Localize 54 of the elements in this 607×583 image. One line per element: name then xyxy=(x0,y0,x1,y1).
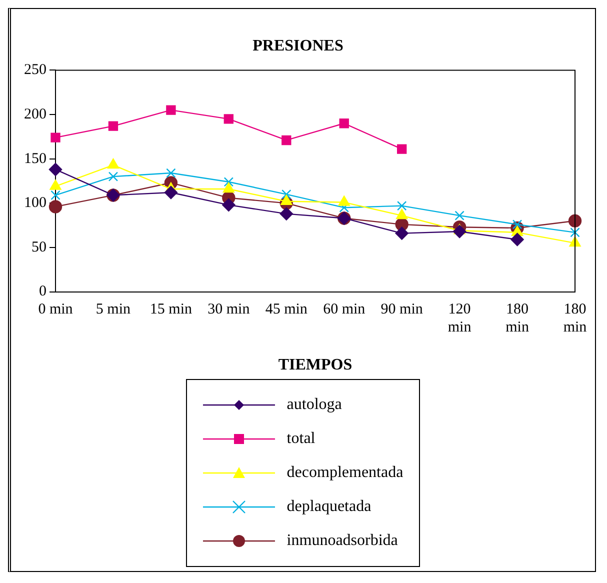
point xyxy=(510,232,524,246)
x-tick-label: 0 min xyxy=(38,302,74,318)
point xyxy=(108,172,118,182)
point xyxy=(222,182,234,193)
y-tick-label: 50 xyxy=(32,239,46,256)
point xyxy=(395,226,408,240)
point xyxy=(396,200,407,211)
y-tick-label: 250 xyxy=(24,62,46,78)
point xyxy=(282,135,292,146)
point xyxy=(280,207,293,220)
point xyxy=(50,180,62,190)
x-axis-title: TIEMPOS xyxy=(278,356,352,374)
point xyxy=(339,118,349,128)
point xyxy=(48,162,62,176)
point xyxy=(224,114,234,124)
point xyxy=(282,189,292,200)
point xyxy=(454,210,464,220)
y-tick-label: 150 xyxy=(24,150,46,167)
point xyxy=(570,228,580,238)
point xyxy=(166,105,176,115)
point xyxy=(568,214,582,228)
point xyxy=(338,196,350,206)
x-tick-label: 120 min xyxy=(448,302,472,336)
point xyxy=(396,208,408,220)
x-tick-label: 180 min xyxy=(506,302,530,336)
legend-label: autologa xyxy=(286,396,342,414)
x-tick-label: 15 min xyxy=(150,302,192,318)
chart-title: PRESIONES xyxy=(252,38,344,55)
point xyxy=(48,200,62,214)
point xyxy=(166,168,176,178)
x-tick-label: 45 min xyxy=(265,302,308,318)
x-tick-label: 5 min xyxy=(96,302,132,318)
legend-label: total xyxy=(286,430,316,448)
point xyxy=(50,190,60,200)
point xyxy=(224,177,234,187)
point xyxy=(222,198,236,212)
legend-label: inmunoadsorbida xyxy=(286,532,398,550)
point xyxy=(452,224,466,238)
x-tick-label: 60 min xyxy=(323,302,366,318)
point xyxy=(107,158,120,169)
point xyxy=(280,194,292,205)
y-tick-label: 200 xyxy=(24,106,46,122)
x-tick-label: 90 min xyxy=(380,302,424,318)
point xyxy=(108,121,118,131)
legend-label: deplaquetada xyxy=(286,498,372,516)
point xyxy=(164,186,178,200)
point xyxy=(396,144,407,154)
point xyxy=(50,132,60,142)
point xyxy=(512,220,522,230)
legend-label: decomplementada xyxy=(286,464,404,482)
y-tick-label: 100 xyxy=(24,195,46,212)
x-tick-label: 30 min xyxy=(208,302,250,318)
x-tick-label: 180 min xyxy=(563,302,588,336)
y-tick-label: 0 xyxy=(39,284,46,300)
